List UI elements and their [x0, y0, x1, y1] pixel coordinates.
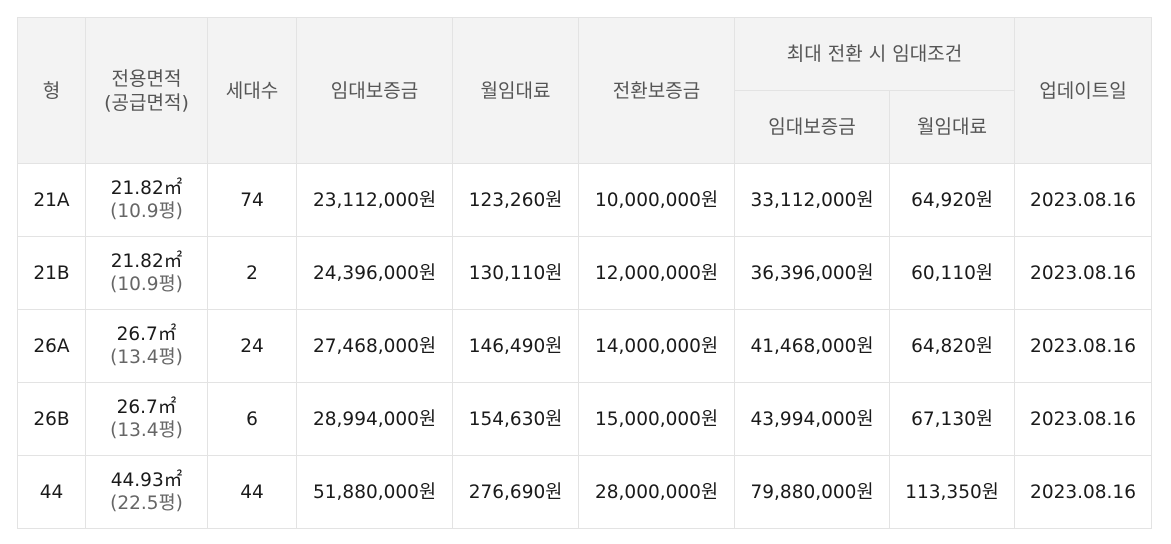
cell-area-supply: (22.5평): [110, 493, 183, 514]
cell-max-rent: 113,350원: [888, 455, 1016, 529]
header-rent: 월임대료: [452, 17, 579, 164]
cell-area-supply: (13.4평): [110, 420, 183, 441]
header-max-rent: 월임대료: [888, 90, 1016, 164]
cell-households: 44: [207, 455, 297, 529]
cell-max-deposit: 41,468,000원: [734, 309, 890, 383]
cell-type: 26B: [17, 382, 86, 456]
cell-households: 74: [207, 163, 297, 237]
cell-area-supply: (13.4평): [110, 347, 183, 368]
cell-conversion-deposit: 14,000,000원: [578, 309, 735, 383]
header-updated: 업데이트일: [1014, 17, 1153, 164]
cell-deposit: 28,994,000원: [296, 382, 453, 456]
cell-area: 21.82㎡ (10.9평): [85, 163, 208, 237]
header-deposit: 임대보증금: [296, 17, 453, 164]
cell-max-deposit: 43,994,000원: [734, 382, 890, 456]
cell-deposit: 24,396,000원: [296, 236, 453, 310]
cell-conversion-deposit: 12,000,000원: [578, 236, 735, 310]
header-type: 형: [17, 17, 86, 164]
header-row-1: 형 전용면적 (공급면적) 세대수 임대보증금 월임대료 전환보증금 최대 전환…: [17, 17, 1153, 164]
cell-rent: 154,630원: [452, 382, 579, 456]
cell-max-deposit: 79,880,000원: [734, 455, 890, 529]
header-max-conversion-group: 최대 전환 시 임대조건: [733, 17, 1016, 91]
cell-updated: 2023.08.16: [1014, 309, 1153, 383]
header-max-deposit: 임대보증금: [734, 90, 890, 164]
cell-area-supply: (10.9평): [110, 274, 183, 295]
cell-rent: 146,490원: [452, 309, 579, 383]
cell-area: 44.93㎡ (22.5평): [85, 455, 208, 529]
table-row: 21B 21.82㎡ (10.9평) 2 24,396,000원 130,110…: [17, 236, 1153, 310]
table-row: 26B 26.7㎡ (13.4평) 6 28,994,000원 154,630원…: [17, 382, 1153, 456]
cell-area-exclusive: 21.82㎡: [110, 178, 183, 199]
cell-max-rent: 67,130원: [888, 382, 1016, 456]
header-area-supply: (공급면적): [104, 91, 189, 114]
cell-households: 6: [207, 382, 297, 456]
cell-rent: 276,690원: [452, 455, 579, 529]
cell-rent: 123,260원: [452, 163, 579, 237]
cell-type: 44: [17, 455, 86, 529]
rental-conditions-table: 형 전용면적 (공급면적) 세대수 임대보증금 월임대료 전환보증금 최대 전환…: [17, 17, 1153, 529]
cell-updated: 2023.08.16: [1014, 455, 1153, 529]
header-row-2: 임대보증금 월임대료: [18, 90, 1152, 164]
header-area: 전용면적 (공급면적): [85, 17, 208, 164]
cell-updated: 2023.08.16: [1014, 163, 1153, 237]
cell-type: 26A: [17, 309, 86, 383]
cell-updated: 2023.08.16: [1014, 382, 1153, 456]
cell-area-exclusive: 26.7㎡: [116, 397, 177, 418]
table-body: 21A 21.82㎡ (10.9평) 74 23,112,000원 123,26…: [17, 163, 1153, 529]
rental-conditions-table-wrapper: 형 전용면적 (공급면적) 세대수 임대보증금 월임대료 전환보증금 최대 전환…: [17, 17, 1153, 529]
cell-area: 26.7㎡ (13.4평): [85, 382, 208, 456]
cell-conversion-deposit: 28,000,000원: [578, 455, 735, 529]
cell-deposit: 23,112,000원: [296, 163, 453, 237]
cell-max-deposit: 36,396,000원: [734, 236, 890, 310]
cell-area: 26.7㎡ (13.4평): [85, 309, 208, 383]
table-header: 형 전용면적 (공급면적) 세대수 임대보증금 월임대료 전환보증금 최대 전환…: [17, 17, 1153, 164]
cell-deposit: 27,468,000원: [296, 309, 453, 383]
cell-area-supply: (10.9평): [110, 201, 183, 222]
cell-max-rent: 64,920원: [888, 163, 1016, 237]
cell-area-exclusive: 44.93㎡: [110, 470, 183, 491]
cell-households: 2: [207, 236, 297, 310]
cell-conversion-deposit: 15,000,000원: [578, 382, 735, 456]
table-row: 44 44.93㎡ (22.5평) 44 51,880,000원 276,690…: [17, 455, 1153, 529]
cell-type: 21A: [17, 163, 86, 237]
cell-area-exclusive: 26.7㎡: [116, 324, 177, 345]
cell-conversion-deposit: 10,000,000원: [578, 163, 735, 237]
cell-max-rent: 60,110원: [888, 236, 1016, 310]
cell-deposit: 51,880,000원: [296, 455, 453, 529]
cell-area-exclusive: 21.82㎡: [110, 251, 183, 272]
cell-type: 21B: [17, 236, 86, 310]
header-households: 세대수: [207, 17, 297, 164]
cell-rent: 130,110원: [452, 236, 579, 310]
table-row: 26A 26.7㎡ (13.4평) 24 27,468,000원 146,490…: [17, 309, 1153, 383]
header-conversion-deposit: 전환보증금: [578, 17, 735, 164]
cell-area: 21.82㎡ (10.9평): [85, 236, 208, 310]
cell-households: 24: [207, 309, 297, 383]
header-area-exclusive: 전용면적: [111, 67, 182, 90]
cell-max-rent: 64,820원: [888, 309, 1016, 383]
cell-max-deposit: 33,112,000원: [734, 163, 890, 237]
cell-updated: 2023.08.16: [1014, 236, 1153, 310]
table-row: 21A 21.82㎡ (10.9평) 74 23,112,000원 123,26…: [17, 163, 1153, 237]
